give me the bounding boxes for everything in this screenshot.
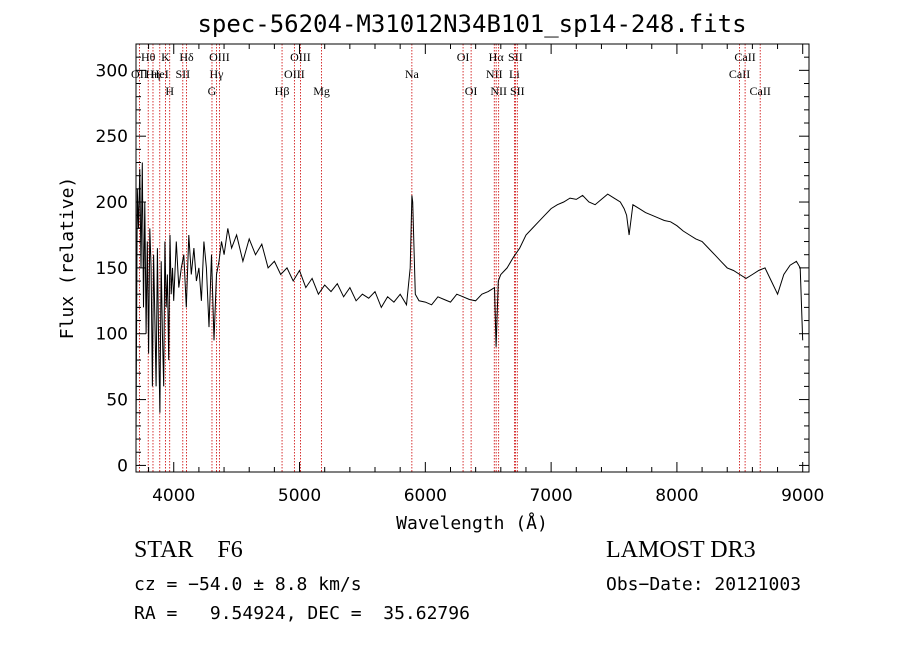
x-axis-label: Wavelength (Å) (396, 512, 548, 534)
line-marker-label: NII (490, 84, 507, 98)
line-marker-label: Na (405, 67, 420, 81)
spectrum-series (135, 162, 804, 440)
line-marker-label: SII (175, 67, 190, 81)
x-tick-label: 9000 (781, 486, 824, 506)
y-tick-label: 0 (117, 456, 128, 476)
observation-date: Obs−Date: 20121003 (606, 574, 802, 595)
y-tick-label: 300 (96, 61, 128, 81)
x-tick-label: 7000 (529, 486, 572, 506)
y-tick-label: 100 (96, 325, 128, 345)
line-marker-label: OI (465, 84, 478, 98)
line-marker-label: OIII (290, 50, 311, 64)
x-tick-label: 4000 (152, 486, 195, 506)
x-tick-label: 6000 (404, 486, 447, 506)
line-marker-label: OIII (284, 67, 305, 81)
line-marker-label: CaII (734, 50, 755, 64)
line-marker-label: Hα (489, 50, 505, 64)
y-tick-label: 150 (96, 259, 128, 279)
object-class: STAR F6 (134, 537, 243, 563)
y-tick-label: 200 (96, 193, 128, 213)
line-marker-label: SII (508, 50, 523, 64)
line-marker-label: CaII (729, 67, 750, 81)
y-tick-label: 250 (96, 127, 128, 147)
y-axis-label: Flux (relative) (57, 177, 78, 340)
ra-dec-coordinates: RA = 9.54924, DEC = 35.62796 (134, 603, 470, 624)
line-marker-label: Hβ (275, 84, 290, 98)
y-axis: 0 50 100 150 200 250 300 (96, 56, 809, 476)
chart-title: spec-56204-M31012N34B101_sp14-248.fits (197, 10, 746, 38)
redshift-velocity: cz = −54.0 ± 8.8 km/s (134, 574, 362, 595)
spectral-line-markers: HθOIIHηHeIKHSIIHδHγGOIIIHβOIIIOIIIMgNaOI… (131, 44, 771, 472)
spectrum-line (135, 162, 804, 440)
line-marker-label: Li (509, 67, 520, 81)
line-marker-label: SII (510, 84, 525, 98)
x-tick-label: 5000 (278, 486, 321, 506)
line-marker-label: H (165, 84, 174, 98)
plot-frame (135, 43, 810, 473)
line-marker-label: CaII (750, 84, 771, 98)
line-marker-label: K (161, 50, 170, 64)
line-marker-label: OIII (209, 50, 230, 64)
line-marker-label: NII (486, 67, 503, 81)
line-marker-label: Hη (146, 67, 161, 81)
line-marker-label: Hθ (141, 50, 156, 64)
line-marker-label: Mg (313, 84, 330, 98)
line-marker-label: OI (457, 50, 470, 64)
line-marker-label: HeI (151, 67, 169, 81)
line-marker-label: Hγ (210, 67, 225, 81)
x-tick-label: 8000 (655, 486, 698, 506)
y-tick-label: 50 (106, 391, 128, 411)
line-marker-label: Hδ (179, 50, 194, 64)
x-axis: 4000 5000 6000 7000 8000 9000 (148, 44, 824, 506)
line-marker-label: G (208, 84, 217, 98)
survey-name: LAMOST DR3 (606, 537, 756, 563)
